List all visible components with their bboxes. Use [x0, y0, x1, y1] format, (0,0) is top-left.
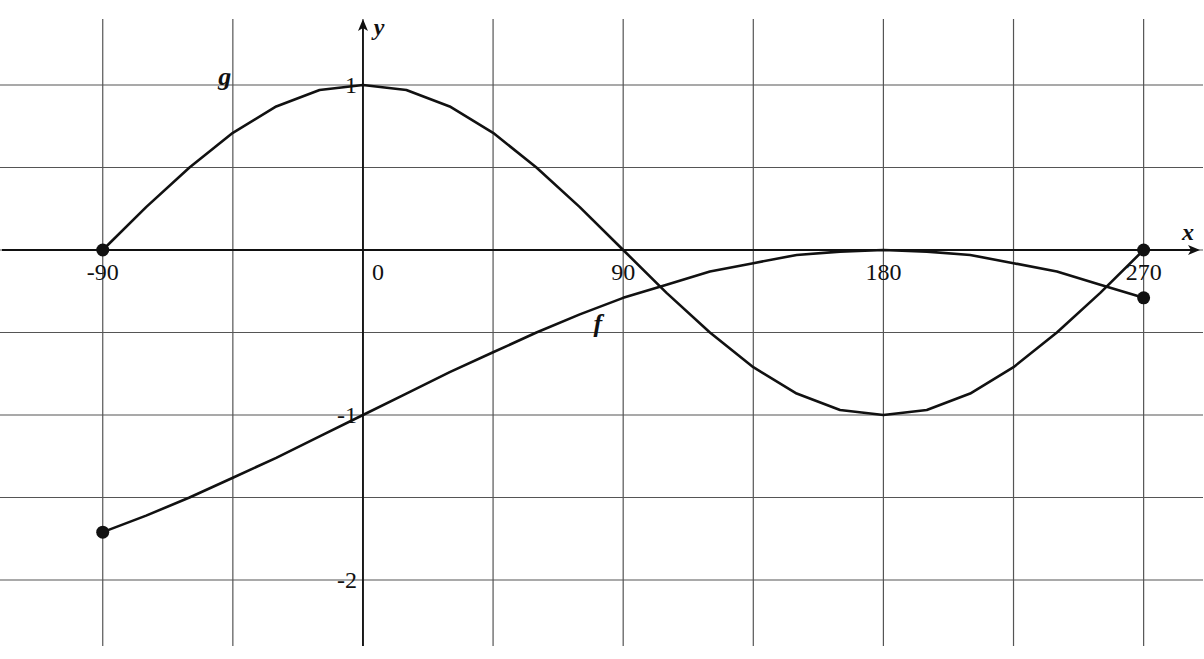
grid: [0, 19, 1203, 646]
grid-line-y: [0, 249, 1203, 250]
y-axis-title: y: [371, 14, 385, 40]
series-label: f: [593, 309, 604, 338]
series-label: g: [217, 62, 231, 91]
grid-line-y: [0, 579, 1203, 580]
endpoint: [1137, 244, 1150, 257]
x-axis-title: x: [1181, 219, 1194, 245]
tick-labels: -90090180270-2-11: [87, 72, 1162, 593]
x-tick-label: 180: [865, 259, 901, 285]
endpoint: [96, 526, 109, 539]
plot-area: [96, 85, 1150, 539]
endpoint: [1137, 291, 1150, 304]
x-tick-label: -90: [87, 259, 119, 285]
y-tick-label: -2: [337, 567, 357, 593]
series-line: [103, 250, 1144, 532]
x-tick-label: 90: [611, 259, 635, 285]
grid-line-y: [0, 167, 1203, 168]
x-tick-label: 0: [372, 259, 384, 285]
chart: -90090180270-2-11xygf: [0, 0, 1204, 659]
endpoint: [96, 244, 109, 257]
x-axis: [2, 249, 1198, 251]
y-axis: [362, 21, 364, 646]
grid-line-y: [0, 497, 1203, 498]
grid-line-y: [0, 84, 1203, 85]
series-line: [103, 85, 1144, 415]
grid-line-y: [0, 414, 1203, 415]
grid-line-x: [362, 19, 363, 646]
